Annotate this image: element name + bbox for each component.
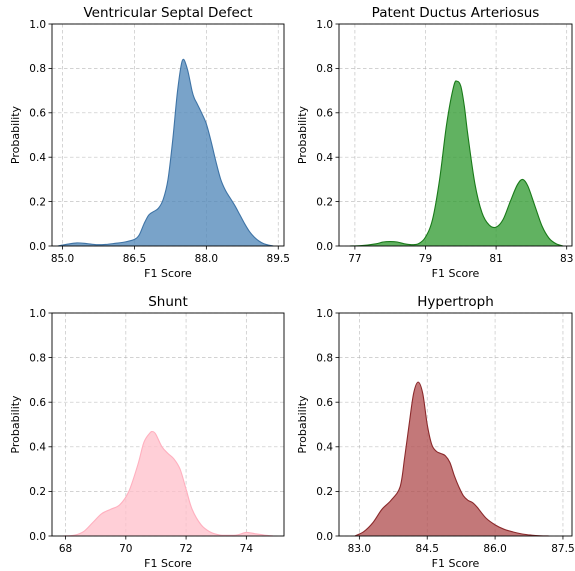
y-axis-label: Probability xyxy=(9,105,22,164)
y-tick-label: 0.6 xyxy=(316,397,333,409)
y-tick-label: 0.8 xyxy=(29,63,46,75)
x-tick-label: 74 xyxy=(240,543,254,555)
density-area xyxy=(62,431,274,536)
x-axis-label: F1 Score xyxy=(144,267,192,280)
x-axis-label: F1 Score xyxy=(432,557,480,570)
y-tick-label: 0.4 xyxy=(316,152,333,164)
density-curve xyxy=(354,381,550,537)
chart-title: Hypertroph xyxy=(417,294,494,310)
y-tick-label: 0.4 xyxy=(29,152,46,164)
y-tick-label: 1.0 xyxy=(316,19,333,31)
density-area xyxy=(354,382,550,536)
axes-frame xyxy=(51,23,285,247)
y-tick-label: 1.0 xyxy=(29,19,46,31)
x-tick-label: 85.0 xyxy=(51,253,74,265)
y-tick-label: 0.4 xyxy=(316,442,333,454)
density-curve xyxy=(57,58,274,247)
y-axis-label: Probability xyxy=(296,105,309,164)
chart-title: Ventricular Septal Defect xyxy=(83,5,252,21)
y-tick-label: 0.0 xyxy=(29,531,46,543)
y-tick-label: 0.4 xyxy=(29,442,46,454)
x-tick-label: 83 xyxy=(560,253,573,265)
chart-panel-1: 85.0 86.5 88.0 89.5 0.0 0.2 0.4 0.6 0.8 1.0 Ventri… xyxy=(9,5,290,280)
y-tick-label: 0.2 xyxy=(29,486,46,498)
y-tick-label: 0.6 xyxy=(29,397,46,409)
y-tick-label: 1.0 xyxy=(29,308,46,320)
y-tick-label: 0.0 xyxy=(29,241,46,253)
x-axis-label: F1 Score xyxy=(144,557,192,570)
y-tick-label: 0.0 xyxy=(316,241,333,253)
y-tick-label: 0.6 xyxy=(316,108,333,120)
x-tick-label: 70 xyxy=(119,543,132,555)
y-tick-label: 0.8 xyxy=(316,63,333,75)
x-tick-label: 83.0 xyxy=(348,543,371,555)
y-tick-label: 0.2 xyxy=(316,486,333,498)
y-tick-label: 0.8 xyxy=(29,352,46,364)
axes-frame xyxy=(338,312,573,537)
x-tick-label: 84.5 xyxy=(416,543,439,555)
y-tick-label: 1.0 xyxy=(316,308,333,320)
chart-panel-3: 68 70 72 74 0.0 0.2 0.4 0.6 0.8 1.0 Shunt F1 Score P… xyxy=(9,294,285,570)
x-tick-label: 86.5 xyxy=(123,253,146,265)
x-tick-label: 77 xyxy=(348,253,361,265)
chart-title: Shunt xyxy=(148,294,188,310)
density-area xyxy=(57,59,274,246)
y-tick-label: 0.2 xyxy=(29,196,46,208)
density-curve xyxy=(349,80,564,247)
chart-panel-2: 77 79 81 83 0.0 0.2 0.4 0.6 0.8 1.0 Patent Ductus … xyxy=(296,5,573,280)
x-tick-label: 86.0 xyxy=(483,543,506,555)
y-tick-label: 0.2 xyxy=(316,196,333,208)
x-tick-label: 72 xyxy=(179,543,192,555)
axes-frame xyxy=(338,23,573,247)
density-area xyxy=(349,80,564,246)
x-tick-label: 68 xyxy=(59,543,72,555)
x-tick-label: 88.0 xyxy=(195,253,218,265)
y-tick-label: 0.8 xyxy=(316,352,333,364)
x-tick-label: 79 xyxy=(419,253,432,265)
axes-frame xyxy=(51,312,285,537)
x-tick-label: 89.5 xyxy=(267,253,290,265)
density-curve xyxy=(62,430,274,537)
chart-panel-4: 83.0 84.5 86.0 87.5 0.0 0.2 0.4 0.6 0.8 1.0 Hypert… xyxy=(296,294,575,570)
y-tick-label: 0.6 xyxy=(29,108,46,120)
chart-title: Patent Ductus Arteriosus xyxy=(372,5,540,21)
x-tick-label: 81 xyxy=(489,253,502,265)
x-axis-label: F1 Score xyxy=(432,267,480,280)
y-axis-label: Probability xyxy=(296,395,309,454)
y-axis-label: Probability xyxy=(9,395,22,454)
y-tick-label: 0.0 xyxy=(316,531,333,543)
x-tick-label: 87.5 xyxy=(551,543,574,555)
